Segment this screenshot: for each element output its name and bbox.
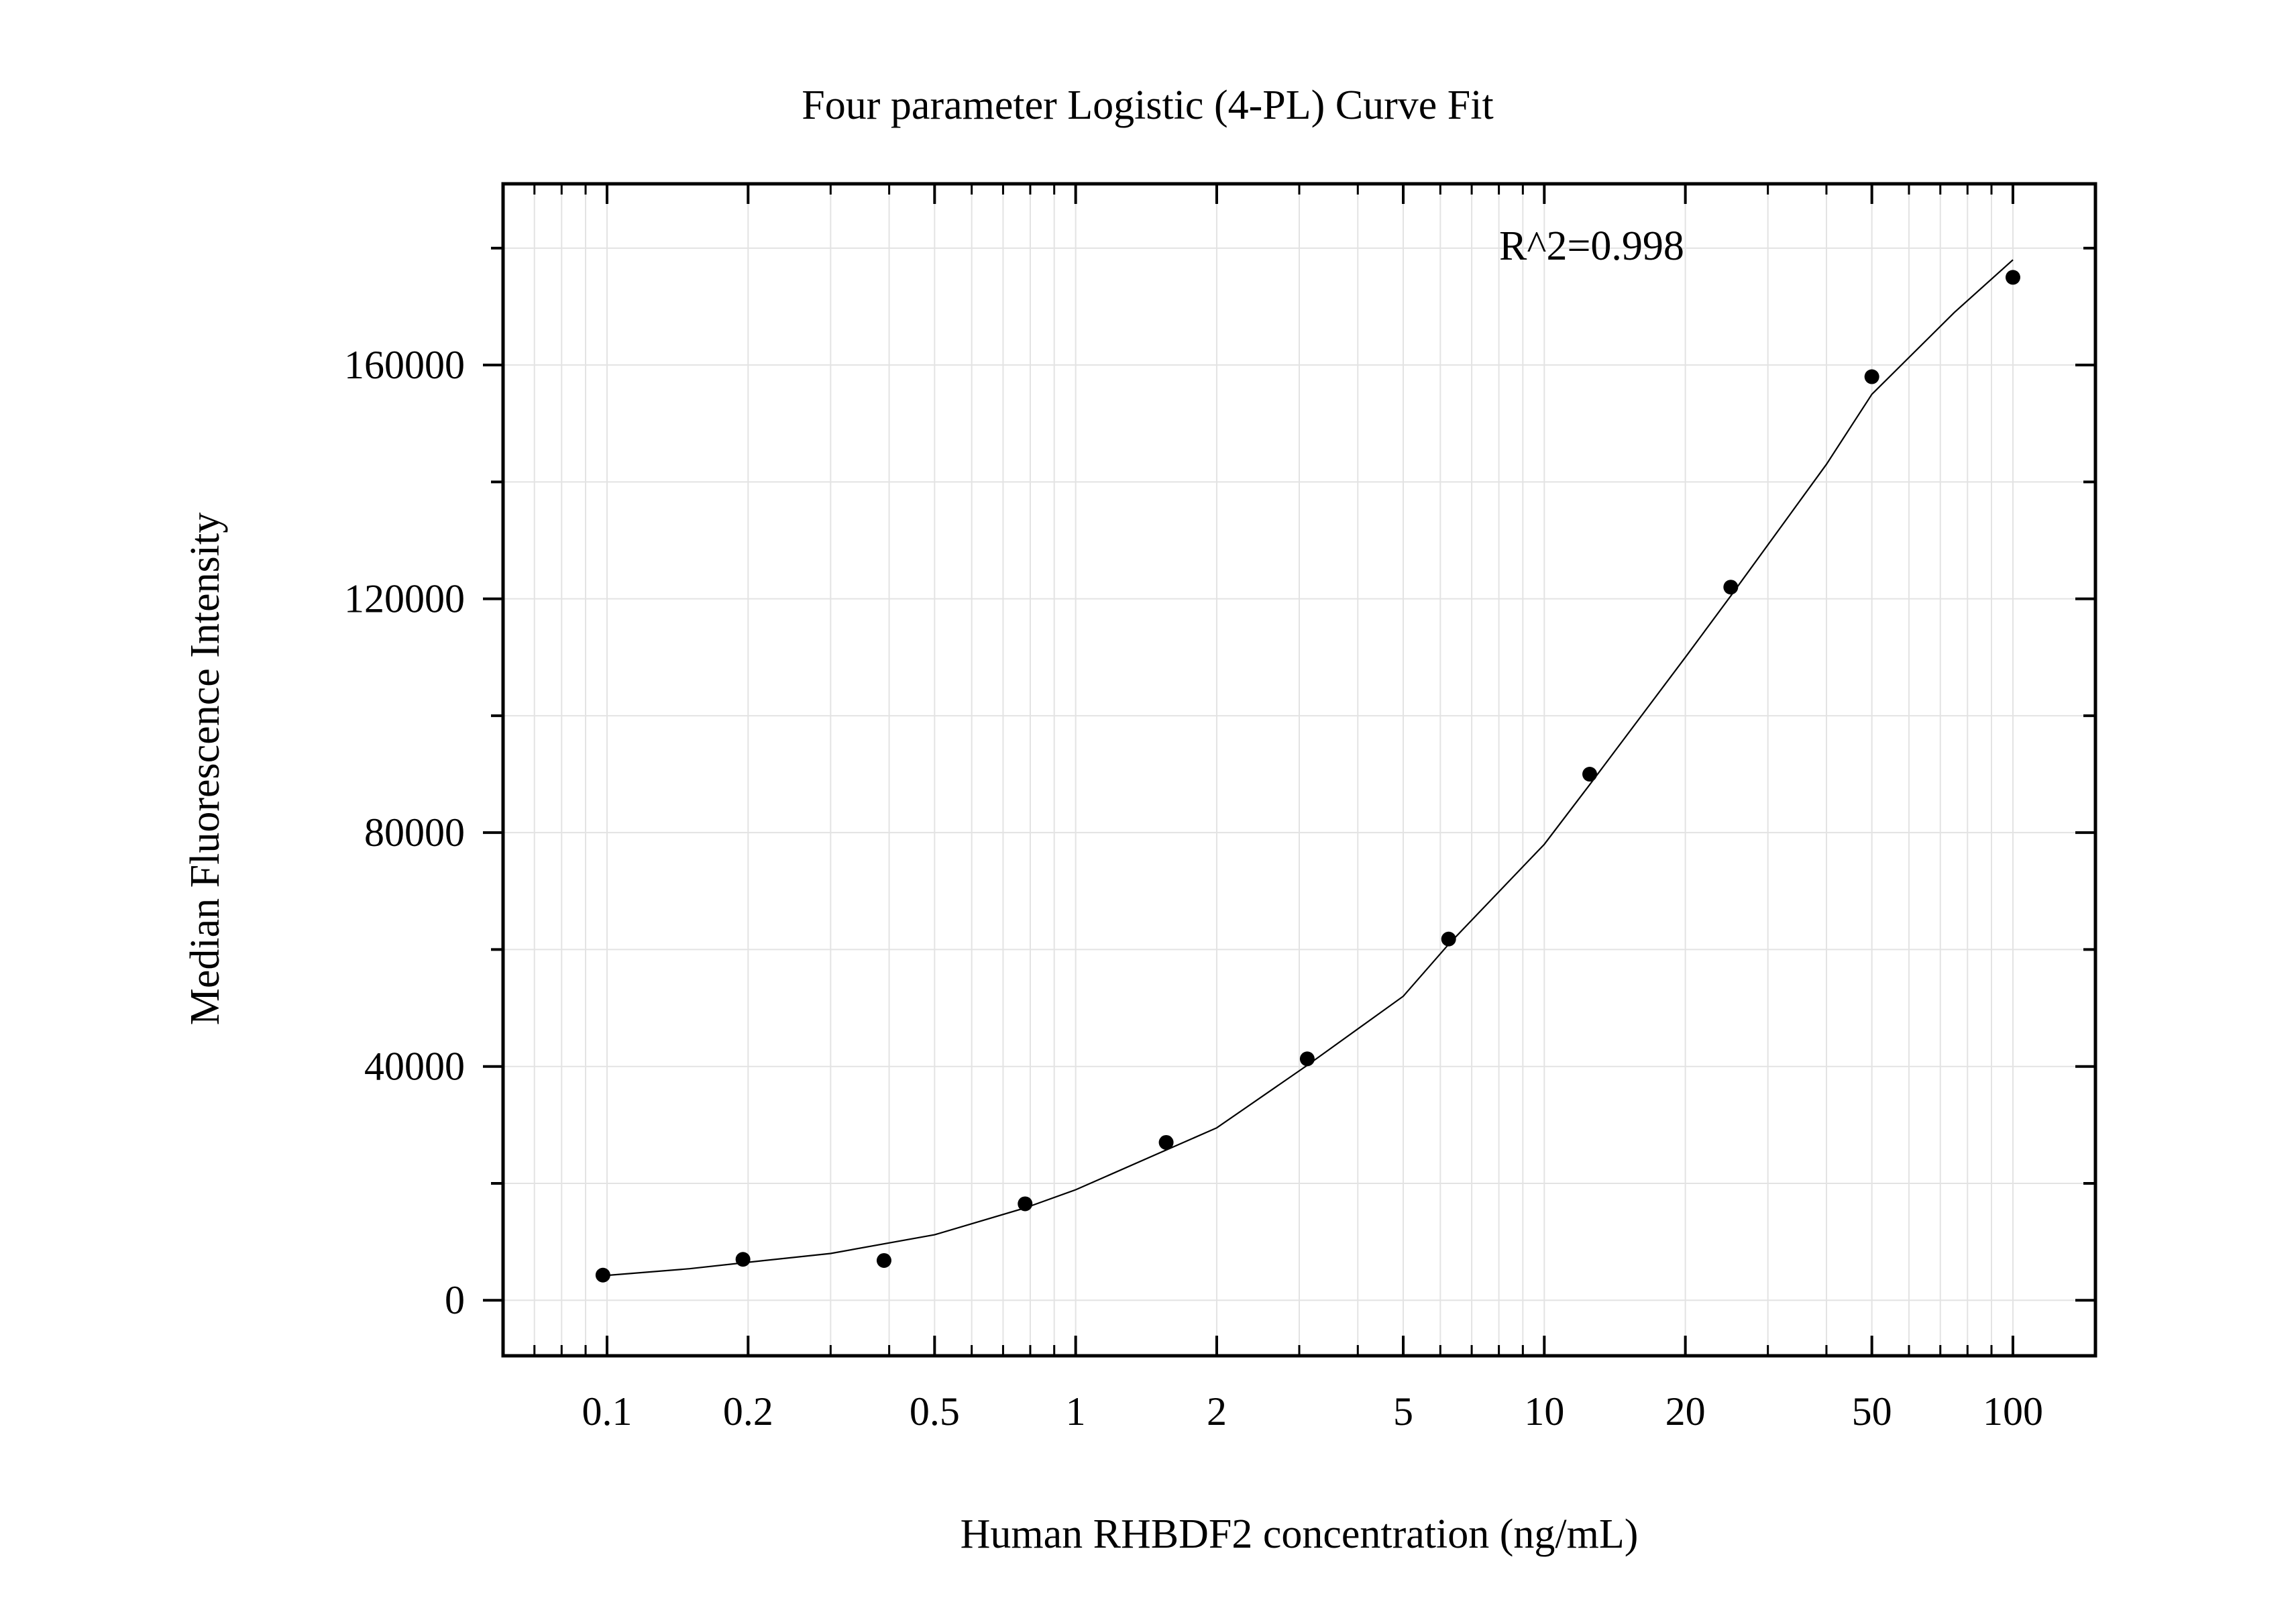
x-tick-label: 50 (1852, 1389, 1892, 1434)
tick-labels: 0.1 0.2 0.5 1 2 5 10 20 50 100 0 40000 80000 120000 16… (344, 343, 2043, 1434)
x-tick-label: 1 (1066, 1389, 1086, 1434)
x-tick-label: 0.5 (910, 1389, 960, 1434)
x-tick-label: 0.1 (582, 1389, 632, 1434)
plot-frame (501, 182, 2097, 1358)
x-tick-label: 100 (1983, 1389, 2043, 1434)
chart-title: Four parameter Logistic (4-PL) Curve Fit (802, 83, 1493, 128)
fit-curve (602, 259, 2014, 1277)
x-tick-label: 10 (1524, 1389, 1564, 1434)
plot-content (595, 259, 2020, 1283)
data-point (1299, 1051, 1315, 1067)
y-tick-label: 80000 (364, 810, 465, 855)
x-tick-label: 20 (1665, 1389, 1706, 1434)
r-squared-annotation: R^2=0.998 (1499, 223, 1684, 269)
axis-ticks (483, 184, 2095, 1356)
x-tick-label: 0.2 (723, 1389, 773, 1434)
data-point (735, 1252, 751, 1267)
grid-lines (502, 184, 2095, 1356)
data-point (1864, 369, 1879, 384)
x-tick-label: 5 (1393, 1389, 1413, 1434)
data-point (1158, 1134, 1174, 1150)
y-axis-label: Median Fluorescence Intensity (182, 513, 228, 1025)
data-point (1582, 767, 1598, 782)
data-point (1018, 1196, 1033, 1212)
x-tick-label: 2 (1207, 1389, 1227, 1434)
data-point (876, 1252, 891, 1268)
data-point (595, 1267, 610, 1283)
data-point (1723, 580, 1739, 595)
y-tick-label: 40000 (364, 1045, 465, 1089)
data-point (2005, 270, 2020, 285)
y-tick-label: 120000 (344, 577, 465, 621)
data-point (1441, 931, 1456, 947)
y-tick-label: 0 (445, 1278, 465, 1322)
y-tick-label: 160000 (344, 343, 465, 387)
x-axis-label: Human RHBDF2 concentration (ng/mL) (961, 1511, 1639, 1557)
